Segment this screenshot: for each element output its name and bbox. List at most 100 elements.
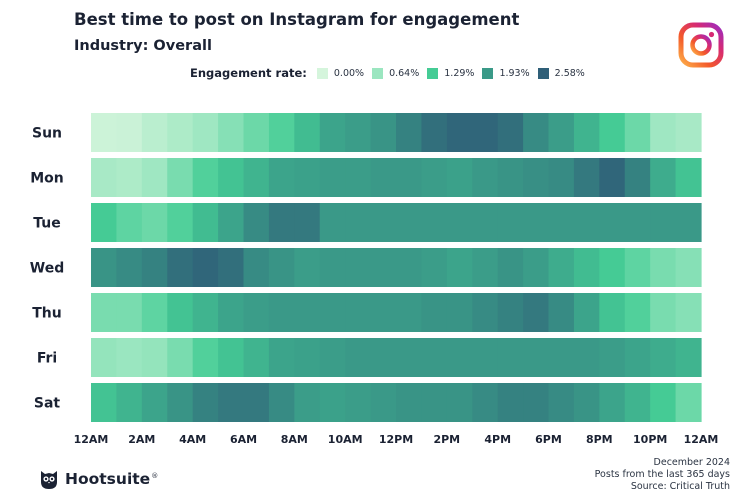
heatmap-cell-thu-13 <box>421 293 448 332</box>
chart-title: Best time to post on Instagram for engag… <box>74 10 520 29</box>
heatmap-cell-wed-5 <box>218 248 245 287</box>
heatmap-cell-mon-5 <box>218 158 245 197</box>
heatmap-cell-sat-0 <box>91 383 118 422</box>
heatmap-cell-sun-15 <box>472 113 499 152</box>
heatmap-cell-tue-1 <box>116 203 143 242</box>
heatmap-cell-wed-17 <box>523 248 550 287</box>
heatmap-cell-tue-8 <box>294 203 321 242</box>
heatmap-cell-sat-15 <box>472 383 499 422</box>
heatmap-cell-thu-1 <box>116 293 143 332</box>
heatmap-cell-sat-21 <box>624 383 651 422</box>
heatmap-cell-wed-13 <box>421 248 448 287</box>
heatmap-cell-wed-16 <box>497 248 524 287</box>
heatmap-cell-sat-3 <box>167 383 194 422</box>
x-axis-tick-10: 8PM <box>586 433 613 446</box>
heatmap-cell-sat-10 <box>345 383 372 422</box>
heatmap-cell-sun-3 <box>167 113 194 152</box>
y-axis-label-mon: Mon <box>30 171 64 187</box>
heatmap-cell-mon-8 <box>294 158 321 197</box>
brand-registered-mark: ® <box>151 472 159 480</box>
x-axis-tick-5: 10AM <box>328 433 363 446</box>
heatmap-cell-sun-11 <box>370 113 397 152</box>
instagram-logo-icon <box>678 22 724 68</box>
heatmap-cell-mon-3 <box>167 158 194 197</box>
heatmap-cell-tue-11 <box>370 203 397 242</box>
hootsuite-brand: Hootsuite ® <box>38 468 158 490</box>
heatmap-cell-sun-5 <box>218 113 245 152</box>
heatmap-cell-fri-6 <box>243 338 270 377</box>
heatmap-cell-mon-10 <box>345 158 372 197</box>
heatmap-cell-sun-10 <box>345 113 372 152</box>
heatmap-cell-wed-19 <box>573 248 600 287</box>
heatmap-cell-fri-10 <box>345 338 372 377</box>
heatmap-cell-wed-12 <box>396 248 423 287</box>
x-axis-tick-3: 6AM <box>230 433 257 446</box>
heatmap-cell-mon-0 <box>91 158 118 197</box>
heatmap-cell-mon-14 <box>446 158 473 197</box>
footer-note: December 2024 Posts from the last 365 da… <box>595 457 730 493</box>
heatmap-cell-fri-22 <box>650 338 677 377</box>
heatmap-cell-thu-22 <box>650 293 677 332</box>
heatmap-cell-sat-22 <box>650 383 677 422</box>
y-axis-label-wed: Wed <box>30 261 64 277</box>
heatmap-cell-sat-9 <box>319 383 346 422</box>
heatmap-cell-wed-6 <box>243 248 270 287</box>
heatmap-cell-sat-2 <box>141 383 168 422</box>
heatmap-cell-mon-21 <box>624 158 651 197</box>
footer-posts-note: Posts from the last 365 days <box>594 469 730 480</box>
heatmap-cell-sun-22 <box>650 113 677 152</box>
heatmap-cell-sat-1 <box>116 383 143 422</box>
heatmap-cell-thu-9 <box>319 293 346 332</box>
heatmap-cell-sat-17 <box>523 383 550 422</box>
legend-swatch-2 <box>427 67 439 79</box>
x-axis-tick-4: 8AM <box>281 433 308 446</box>
heatmap-cell-sat-20 <box>599 383 626 422</box>
x-axis-tick-1: 2AM <box>128 433 155 446</box>
x-axis-tick-2: 4AM <box>179 433 206 446</box>
heatmap-cell-sun-12 <box>396 113 423 152</box>
heatmap-cell-sat-6 <box>243 383 270 422</box>
y-axis-label-thu: Thu <box>32 306 61 322</box>
heatmap-cell-sat-4 <box>192 383 219 422</box>
heatmap-cell-sat-11 <box>370 383 397 422</box>
heatmap-cell-mon-2 <box>141 158 168 197</box>
legend-label-3: 1.93% <box>499 67 530 79</box>
heatmap-cell-sun-6 <box>243 113 270 152</box>
heatmap-cell-tue-14 <box>446 203 473 242</box>
heatmap-cell-tue-22 <box>650 203 677 242</box>
heatmap-cell-fri-2 <box>141 338 168 377</box>
chart-subtitle: Industry: Overall <box>74 38 212 54</box>
heatmap-cell-thu-17 <box>523 293 550 332</box>
heatmap-cell-fri-11 <box>370 338 397 377</box>
heatmap-cell-thu-14 <box>446 293 473 332</box>
heatmap-cell-thu-5 <box>218 293 245 332</box>
heatmap-cell-wed-20 <box>599 248 626 287</box>
heatmap-cell-tue-21 <box>624 203 651 242</box>
legend: Engagement rate: 0.00% 0.64% 1.29% 1.93%… <box>190 64 593 82</box>
heatmap-cell-thu-3 <box>167 293 194 332</box>
x-axis-tick-7: 2PM <box>433 433 460 446</box>
legend-title: Engagement rate: <box>190 66 307 80</box>
heatmap-cell-wed-14 <box>446 248 473 287</box>
heatmap-cell-sat-13 <box>421 383 448 422</box>
heatmap-cell-wed-18 <box>548 248 575 287</box>
heatmap-cell-tue-9 <box>319 203 346 242</box>
heatmap-cell-fri-4 <box>192 338 219 377</box>
heatmap-cell-mon-20 <box>599 158 626 197</box>
legend-swatch-0 <box>316 67 328 79</box>
heatmap-cell-thu-7 <box>268 293 295 332</box>
x-axis-tick-6: 12PM <box>379 433 413 446</box>
owl-logo-icon <box>41 471 57 489</box>
heatmap-cell-tue-6 <box>243 203 270 242</box>
heatmap-cell-tue-19 <box>573 203 600 242</box>
heatmap-cell-mon-15 <box>472 158 499 197</box>
heatmap-cell-tue-15 <box>472 203 499 242</box>
heatmap-cell-wed-15 <box>472 248 499 287</box>
heatmap-cell-sat-16 <box>497 383 524 422</box>
heatmap-cell-fri-9 <box>319 338 346 377</box>
legend-swatch-4 <box>537 67 549 79</box>
heatmap-cell-tue-7 <box>268 203 295 242</box>
heatmap-cell-sat-18 <box>548 383 575 422</box>
heatmap-cell-sun-23 <box>675 113 702 152</box>
heatmap-cell-thu-20 <box>599 293 626 332</box>
